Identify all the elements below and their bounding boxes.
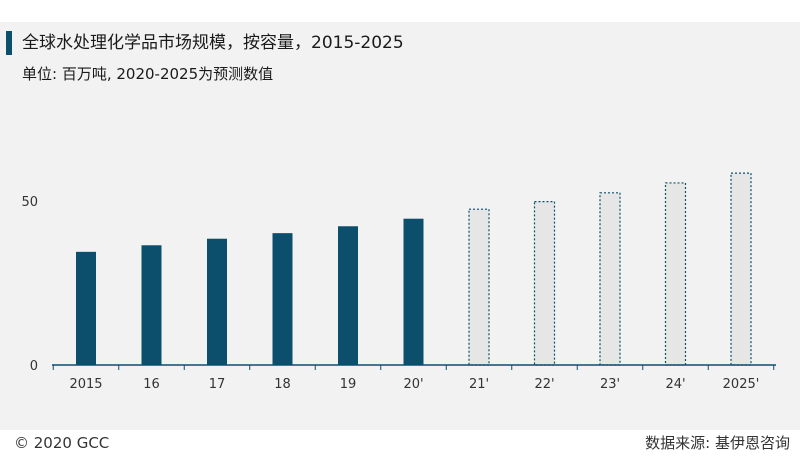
bar-1: [141, 245, 162, 365]
bar-5: [403, 218, 424, 365]
x-tick-label-7: 22': [534, 377, 554, 392]
y-tick-label-0: 0: [30, 359, 38, 374]
bar-7: [533, 201, 556, 366]
x-tick-label-6: 21': [469, 377, 489, 392]
chart-subtitle: 单位: 百万吨, 2020-2025为预测数值: [22, 65, 274, 83]
y-tick-label-1: 50: [21, 195, 38, 210]
bar-4: [338, 226, 358, 365]
bar-0: [76, 251, 96, 365]
x-tick-label-0: 2015: [69, 377, 102, 392]
bar-9: [664, 182, 687, 366]
title-accent-bar: [6, 31, 12, 55]
bar-10: [730, 172, 752, 366]
x-tick-label-8: 23': [600, 377, 620, 392]
x-tick-label-3: 18: [274, 377, 291, 392]
x-tick-label-5: 20': [403, 377, 423, 392]
x-tick-label-1: 16: [143, 377, 160, 392]
copyright-text: © 2020 GCC: [14, 434, 110, 452]
bar-3: [272, 233, 293, 365]
bar-8: [599, 192, 621, 366]
chart-title: 全球水处理化学品市场规模，按容量，2015-2025: [22, 33, 404, 53]
x-tick-label-9: 24': [665, 377, 685, 392]
x-tick-label-10: 2025': [723, 377, 760, 392]
source-text: 数据来源: 基伊恩咨询: [645, 434, 790, 452]
x-tick-label-4: 19: [340, 377, 357, 392]
bar-2: [207, 238, 227, 365]
bar-6: [468, 208, 490, 366]
x-tick-label-2: 17: [209, 377, 226, 392]
